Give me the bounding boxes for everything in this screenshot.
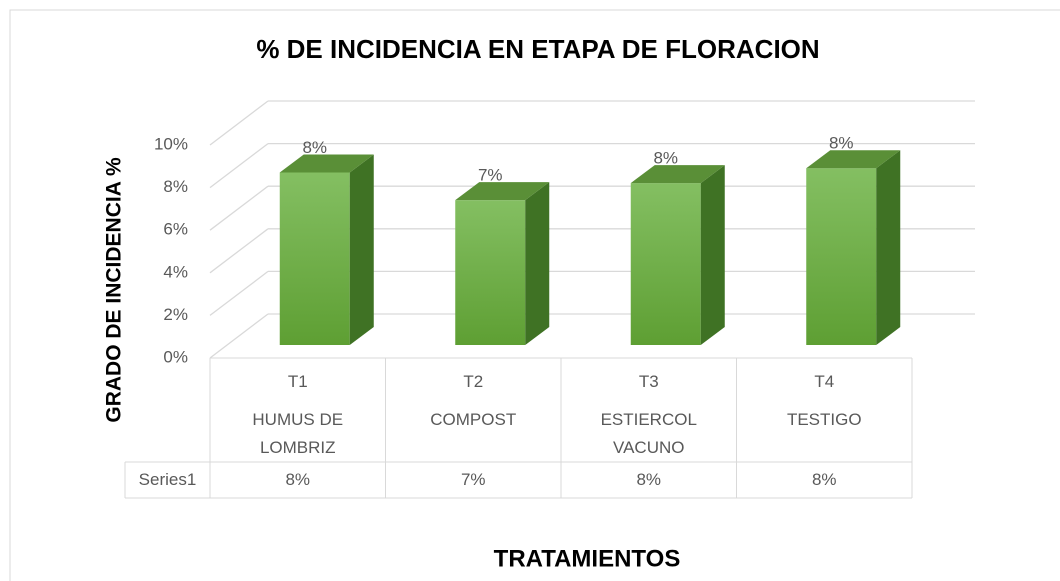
x-tick-label: T3 [638,372,659,391]
bar [806,168,877,345]
bar [279,172,350,345]
y-tick-label: 0% [163,347,188,366]
category-label: ESTIERCOL VACUNO [600,410,697,457]
category-label: HUMUS DE LOMBRIZ [252,410,344,457]
x-tick-label: T2 [463,372,484,391]
grid-line [209,100,269,146]
bar-top [455,182,550,201]
bar-side [525,182,550,345]
grid-line [209,313,269,359]
data-label: 8% [302,138,327,157]
data-label: 8% [829,134,854,153]
bar-side [876,150,901,345]
y-tick-label: 6% [163,220,188,239]
y-tick-label: 10% [154,134,188,153]
bar [630,183,701,345]
table-value: 8% [636,470,662,489]
category-label: TESTIGO [786,410,862,429]
bar [455,200,526,345]
table-value: 7% [460,470,486,489]
grid-line [209,143,269,189]
table-value: 8% [285,470,311,489]
grid-line [209,185,269,231]
chart-title: % DE INCIDENCIA EN ETAPA DE FLORACION [256,34,819,64]
y-tick-label: 2% [163,305,188,324]
data-label: 7% [478,166,503,185]
data-label: 8% [653,149,678,168]
y-axis-title: GRADO DE INCIDENCIA % [103,157,126,423]
table-value: 8% [811,470,837,489]
x-axis-title: TRATAMIENTOS [494,545,681,572]
bar-top [279,154,374,173]
x-tick-label: T4 [814,372,835,391]
y-tick-label: 8% [163,177,188,196]
category-label: COMPOST [430,410,517,429]
x-tick-label: T1 [287,372,308,391]
grid-line [209,270,269,316]
bar-side [700,165,725,345]
bar-top [806,150,901,169]
y-tick-label: 4% [163,262,188,281]
bar-side [349,154,374,345]
legend-entry: Series1 [138,470,197,489]
grid-line [209,228,269,274]
bar-top [630,165,725,184]
